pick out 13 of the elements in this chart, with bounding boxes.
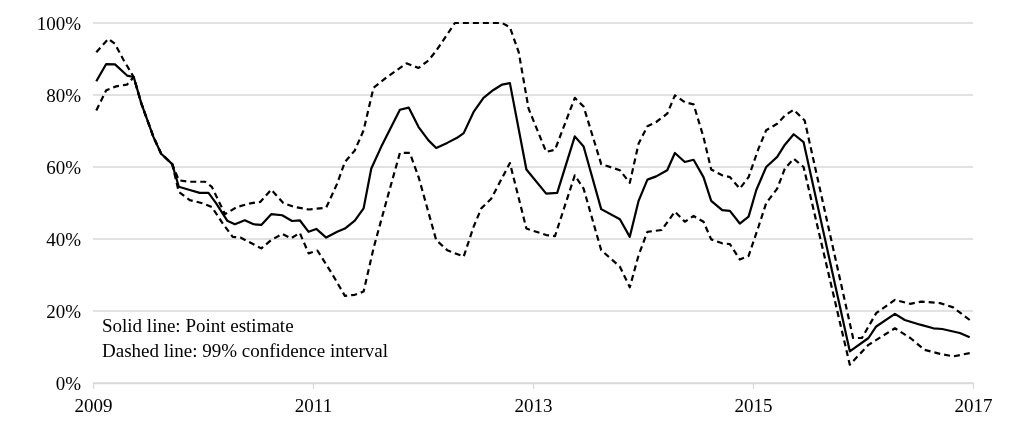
annotation: Dashed line: 99% confidence interval (102, 340, 388, 361)
y-tick-label: 40% (46, 228, 82, 250)
y-tick-label: 0% (55, 372, 82, 394)
x-tick-label: 2015 (734, 394, 773, 416)
y-tick-label: 20% (46, 300, 82, 322)
x-tick-label: 2013 (514, 394, 553, 416)
annotation: Solid line: Point estimate (102, 315, 294, 336)
y-tick-label: 60% (46, 156, 82, 178)
x-tick-label: 2011 (294, 394, 333, 416)
y-tick-label: 80% (46, 84, 82, 106)
x-tick-label: 2017 (954, 394, 993, 416)
x-tick-label: 2009 (74, 394, 113, 416)
y-tick-label: 100% (36, 12, 82, 34)
